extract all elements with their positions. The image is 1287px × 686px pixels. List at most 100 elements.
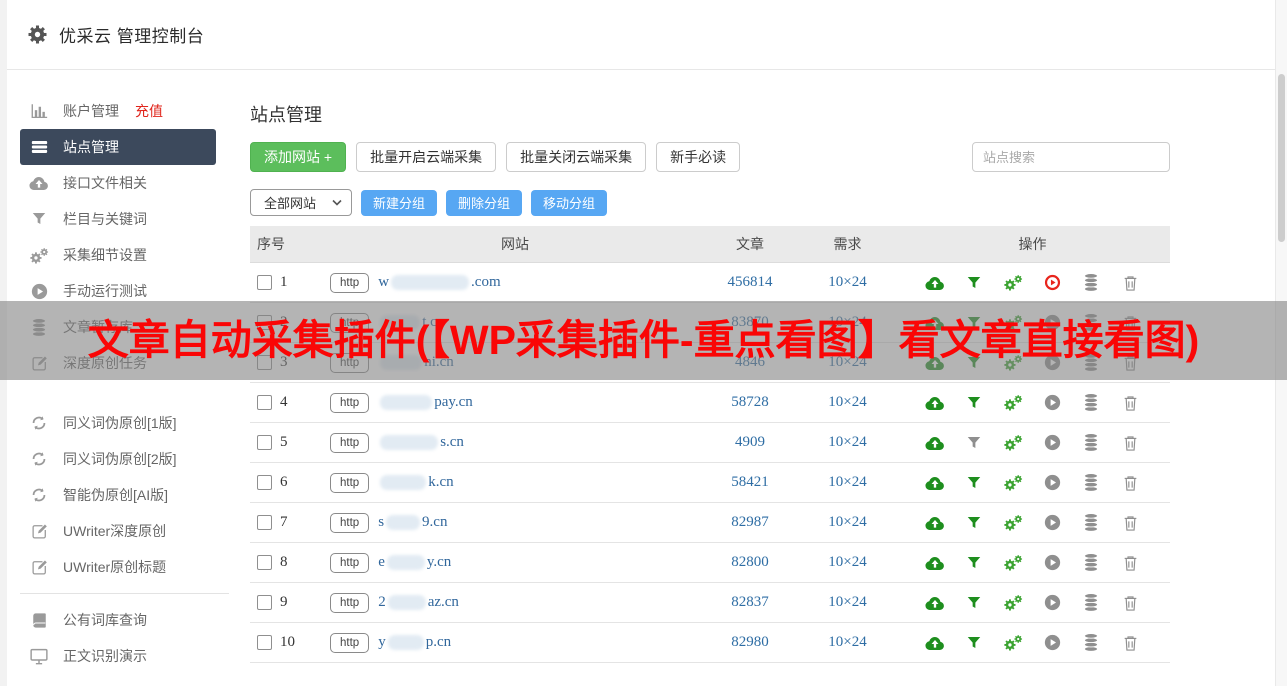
play-circle-icon[interactable] [1042,433,1062,453]
play-circle-icon[interactable] [1042,593,1062,613]
http-badge[interactable]: http [330,392,370,413]
gears-icon[interactable] [1003,393,1023,413]
newbie-guide-button[interactable]: 新手必读 [656,142,741,172]
row-checkbox[interactable] [257,475,272,490]
http-badge[interactable]: http [330,592,370,613]
gears-icon[interactable] [1003,433,1023,453]
http-badge[interactable]: http [330,512,370,533]
move-group-button[interactable]: 移动分组 [531,189,608,216]
gears-icon[interactable] [1003,473,1023,493]
scrollbar-thumb[interactable] [1278,74,1285,242]
database-icon[interactable] [1081,593,1101,613]
http-badge[interactable]: http [330,472,370,493]
trash-icon[interactable] [1120,393,1140,413]
database-icon[interactable] [1081,473,1101,493]
batch-close-cloud-button[interactable]: 批量关闭云端采集 [506,142,647,172]
database-icon[interactable] [1081,513,1101,533]
sidebar-item[interactable]: 账户管理 充值 [20,93,216,129]
site-search-input[interactable] [972,142,1170,172]
filter-icon[interactable] [964,513,984,533]
sidebar-item[interactable]: UWriter原创标题 [20,549,216,585]
cloud-upload-icon[interactable] [925,553,945,573]
sidebar-item[interactable]: 智能伪原创[AI版] [20,477,216,513]
gears-icon[interactable] [1003,593,1023,613]
filter-icon[interactable] [964,273,984,293]
site-domain[interactable]: 2 az.cn [378,594,459,610]
database-icon[interactable] [1081,553,1101,573]
play-circle-icon[interactable] [1042,513,1062,533]
row-checkbox[interactable] [257,635,272,650]
sidebar-item[interactable]: 同义词伪原创[1版] [20,405,216,441]
trash-icon[interactable] [1120,633,1140,653]
cloud-upload-icon[interactable] [925,473,945,493]
filter-icon[interactable] [964,433,984,453]
http-badge[interactable]: http [330,632,370,653]
gears-icon[interactable] [1003,553,1023,573]
http-badge[interactable]: http [330,432,370,453]
row-checkbox[interactable] [257,595,272,610]
filter-icon[interactable] [964,593,984,613]
sidebar-item[interactable]: 正文识别演示 [20,638,216,674]
site-domain[interactable]: k.cn [378,474,454,491]
filter-icon [29,209,49,229]
filter-icon[interactable] [964,393,984,413]
trash-icon[interactable] [1120,513,1140,533]
database-icon[interactable] [1081,273,1101,293]
play-circle-icon[interactable] [1042,393,1062,413]
site-domain[interactable]: pay.cn [378,394,473,411]
trash-icon[interactable] [1120,553,1140,573]
database-icon[interactable] [1081,433,1101,453]
site-domain[interactable]: w .com [378,274,501,290]
chart-bars-icon [29,101,49,121]
filter-icon[interactable] [964,633,984,653]
cloud-upload-icon[interactable] [925,593,945,613]
row-checkbox[interactable] [257,515,272,530]
database-icon[interactable] [1081,633,1101,653]
cloud-upload-icon[interactable] [925,433,945,453]
sidebar-item[interactable]: 采集细节设置 [20,237,216,273]
site-domain[interactable]: y p.cn [378,634,452,650]
gears-icon[interactable] [1003,273,1023,293]
cloud-upload-icon[interactable] [925,393,945,413]
edit-icon [29,521,49,541]
cloud-upload-icon[interactable] [925,633,945,653]
batch-open-cloud-button[interactable]: 批量开启云端采集 [356,142,497,172]
row-checkbox[interactable] [257,275,272,290]
sidebar-item[interactable]: 手动运行测试 [20,273,216,309]
cloud-upload-icon[interactable] [925,513,945,533]
sidebar-item[interactable]: UWriter深度原创 [20,513,216,549]
database-icon[interactable] [1081,393,1101,413]
sidebar-item[interactable]: 接口文件相关 [20,165,216,201]
play-circle-icon[interactable] [1042,633,1062,653]
sidebar-item[interactable]: 站点管理 [20,129,216,165]
new-group-button[interactable]: 新建分组 [361,189,438,216]
trash-icon[interactable] [1120,433,1140,453]
play-circle-icon[interactable] [1042,553,1062,573]
add-site-button[interactable]: 添加网站 + [250,142,347,172]
gears-icon[interactable] [1003,633,1023,653]
gears-icon[interactable] [1003,513,1023,533]
row-index: 8 [280,554,288,570]
row-checkbox[interactable] [257,435,272,450]
site-domain[interactable]: e y.cn [378,554,452,570]
trash-icon[interactable] [1120,473,1140,493]
cloud-upload-icon[interactable] [925,273,945,293]
filter-icon[interactable] [964,553,984,573]
group-filter-select[interactable]: 全部网站 [250,189,353,216]
http-badge[interactable]: http [330,272,370,293]
http-badge[interactable]: http [330,552,370,573]
trash-icon[interactable] [1120,273,1140,293]
trash-icon[interactable] [1120,593,1140,613]
recharge-badge[interactable]: 充值 [135,103,163,119]
row-checkbox[interactable] [257,555,272,570]
play-circle-icon[interactable] [1042,473,1062,493]
site-domain[interactable]: s.cn [378,434,464,451]
play-circle-icon[interactable] [1042,273,1062,293]
sidebar-item[interactable]: 栏目与关键词 [20,201,216,237]
filter-icon[interactable] [964,473,984,493]
sidebar-item[interactable]: 公有词库查询 [20,602,216,638]
row-checkbox[interactable] [257,395,272,410]
site-domain[interactable]: s 9.cn [378,514,448,530]
delete-group-button[interactable]: 删除分组 [446,189,523,216]
sidebar-item[interactable]: 同义词伪原创[2版] [20,441,216,477]
